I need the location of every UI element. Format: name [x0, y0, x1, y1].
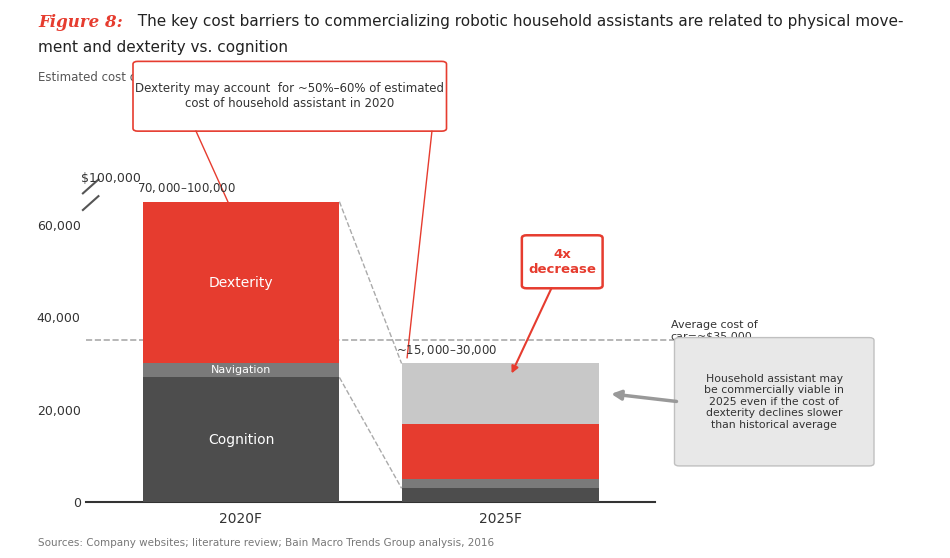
Text: Dexterity may account  for ~50%–60% of estimated
cost of household assistant in : Dexterity may account for ~50%–60% of es…: [135, 82, 445, 110]
Bar: [402, 424, 598, 479]
Text: Dexterity: Dexterity: [209, 276, 274, 290]
Bar: [142, 363, 339, 377]
Text: Average cost of
car=~$35,000: Average cost of car=~$35,000: [671, 320, 757, 342]
Bar: [402, 488, 598, 502]
Text: ment and dexterity vs. cognition: ment and dexterity vs. cognition: [38, 40, 288, 55]
Text: Cognition: Cognition: [208, 433, 275, 447]
Text: Navigation: Navigation: [211, 365, 271, 376]
Bar: [142, 377, 339, 502]
Text: The key cost barriers to commercializing robotic household assistants are relate: The key cost barriers to commercializing…: [128, 14, 903, 29]
Text: ~$15,000–$30,000: ~$15,000–$30,000: [396, 343, 498, 357]
Text: $70,000–$100,000: $70,000–$100,000: [138, 181, 237, 195]
Text: Estimated cost of an automated household assistant: Estimated cost of an automated household…: [38, 71, 350, 84]
Bar: [402, 479, 598, 488]
Text: Household assistant may
be commercially viable in
2025 even if the cost of
dexte: Household assistant may be commercially …: [704, 373, 845, 430]
Text: $100,000: $100,000: [82, 172, 142, 185]
Text: Sources: Company websites; literature review; Bain Macro Trends Group analysis, : Sources: Company websites; literature re…: [38, 538, 494, 548]
Bar: [402, 363, 598, 424]
Bar: [142, 201, 339, 363]
Text: Figure 8:: Figure 8:: [38, 14, 123, 31]
Text: 4x
decrease: 4x decrease: [528, 248, 597, 276]
